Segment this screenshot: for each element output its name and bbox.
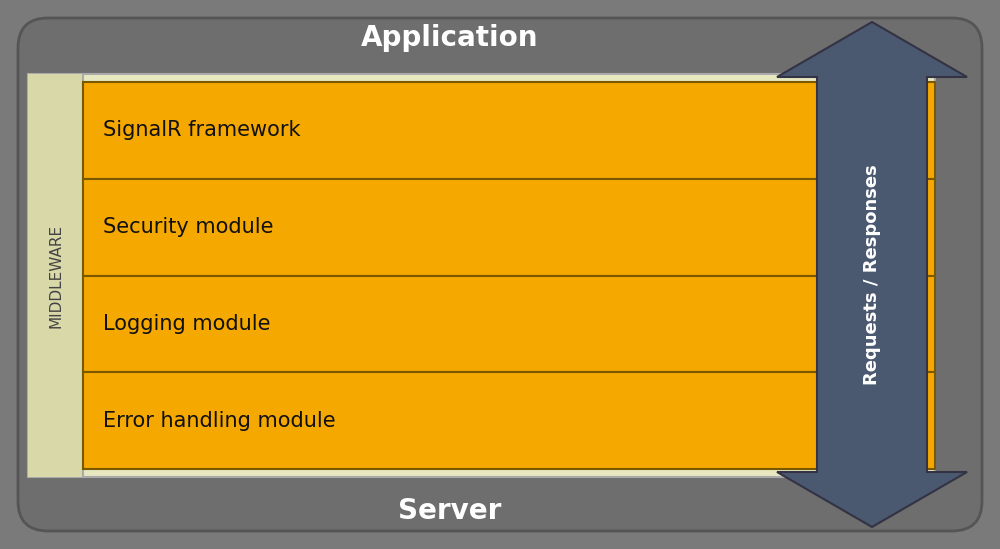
FancyBboxPatch shape xyxy=(873,82,935,179)
Text: Security module: Security module xyxy=(103,217,274,237)
FancyBboxPatch shape xyxy=(83,276,873,372)
Text: Logging module: Logging module xyxy=(103,314,270,334)
FancyBboxPatch shape xyxy=(83,179,873,276)
FancyBboxPatch shape xyxy=(18,18,982,531)
FancyBboxPatch shape xyxy=(83,82,873,179)
Text: SignalR framework: SignalR framework xyxy=(103,120,300,141)
Text: Application: Application xyxy=(361,24,539,52)
Text: Requests / Responses: Requests / Responses xyxy=(863,164,881,385)
FancyBboxPatch shape xyxy=(873,276,935,372)
Polygon shape xyxy=(777,22,967,527)
FancyBboxPatch shape xyxy=(873,372,935,469)
FancyBboxPatch shape xyxy=(873,179,935,276)
FancyBboxPatch shape xyxy=(28,74,83,477)
Text: Error handling module: Error handling module xyxy=(103,411,336,430)
Text: Server: Server xyxy=(398,497,502,525)
FancyBboxPatch shape xyxy=(83,372,873,469)
Text: MIDDLEWARE: MIDDLEWARE xyxy=(48,223,63,328)
FancyBboxPatch shape xyxy=(28,74,935,477)
